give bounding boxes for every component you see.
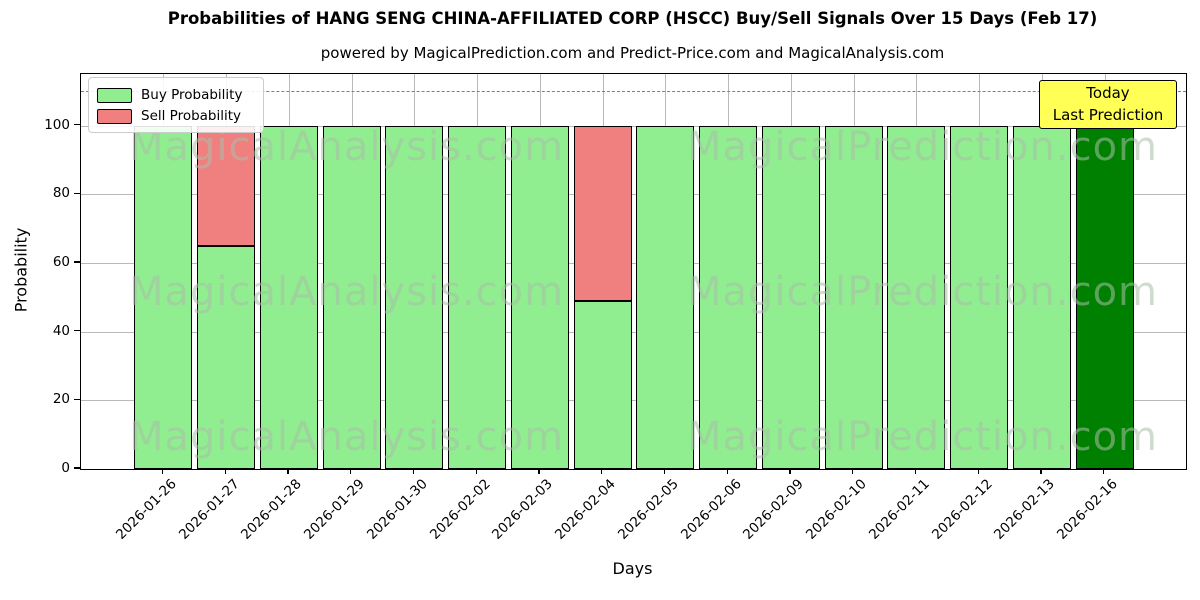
chart-title: Probabilities of HANG SENG CHINA-AFFILIA…	[167, 9, 1098, 28]
bar-segment-buy	[1075, 125, 1134, 469]
bar-segment-buy	[448, 125, 507, 469]
gridline-h	[81, 400, 1186, 402]
y-tick	[74, 330, 80, 332]
x-tick	[287, 468, 289, 474]
x-tick	[412, 468, 415, 474]
x-tick	[852, 468, 854, 474]
plot-area: Buy Probability Sell Probability Today L…	[80, 73, 1187, 470]
watermark-text: MagicalPrediction.com	[687, 269, 1158, 315]
x-tick	[1103, 468, 1105, 474]
x-tick-label: 2026-01-26	[112, 476, 180, 543]
bar-segment-buy	[1012, 125, 1071, 469]
x-tick	[475, 468, 477, 474]
x-tick-label: 2026-01-29	[301, 476, 368, 543]
bar-segment-sell	[573, 125, 632, 301]
y-tick-label: 80	[52, 185, 70, 202]
x-tick-label: 2026-01-28	[238, 476, 306, 543]
today-annotation: Today Last Prediction	[1039, 80, 1177, 129]
y-tick	[74, 192, 80, 194]
legend-label-sell: Sell Probability	[141, 108, 242, 124]
x-tick-label: 2026-02-11	[865, 476, 933, 543]
x-tick-label: 2026-02-12	[928, 476, 996, 543]
bar-segment-buy	[385, 125, 444, 469]
x-tick-label: 2026-02-05	[614, 476, 682, 543]
x-tick	[977, 468, 979, 474]
bar-segment-buy	[699, 125, 758, 469]
y-tick-label: 60	[52, 253, 70, 270]
legend: Buy Probability Sell Probability	[88, 77, 264, 133]
x-axis-title: Days	[612, 559, 653, 578]
legend-label-buy: Buy Probability	[141, 87, 243, 103]
bar-segment-buy	[322, 125, 381, 469]
y-tick-label: 40	[52, 322, 70, 339]
legend-item-buy: Buy Probability	[97, 87, 255, 103]
bar-segment-buy	[824, 125, 883, 469]
x-tick-label: 2026-02-04	[552, 476, 619, 543]
x-tick-label: 2026-02-16	[1054, 476, 1121, 543]
x-tick-label: 2026-02-06	[677, 476, 745, 543]
y-tick	[74, 398, 80, 400]
dashed-threshold-line	[81, 91, 1186, 93]
x-tick	[350, 468, 352, 474]
bar-segment-buy	[887, 125, 946, 469]
watermark-text: MagicalAnalysis.com	[129, 414, 565, 460]
x-tick	[1040, 468, 1042, 474]
today-annotation-line1: Today	[1086, 84, 1130, 102]
x-tick-label: 2026-02-09	[740, 476, 808, 543]
watermark-text: MagicalAnalysis.com	[129, 269, 565, 315]
bar-segment-buy	[259, 125, 318, 469]
y-tick-label: 20	[52, 391, 70, 408]
today-annotation-line2: Last Prediction	[1052, 106, 1164, 124]
x-tick-label: 2026-01-27	[175, 476, 243, 543]
gridline-h	[81, 125, 1186, 127]
x-tick-label: 2026-02-10	[803, 476, 870, 543]
gridline-h	[81, 194, 1186, 196]
bar-segment-buy	[636, 125, 695, 469]
y-tick-label: 100	[44, 116, 70, 133]
y-tick	[74, 261, 80, 263]
x-tick	[663, 468, 666, 474]
x-tick	[914, 468, 917, 474]
x-tick	[538, 468, 540, 474]
chart-subtitle: powered by MagicalPrediction.com and Pre…	[320, 44, 945, 62]
bar-segment-buy	[950, 125, 1009, 469]
bar-segment-buy	[197, 245, 256, 469]
x-tick-label: 2026-02-03	[489, 476, 557, 543]
legend-item-sell: Sell Probability	[97, 108, 255, 124]
legend-swatch-sell-icon	[97, 108, 132, 124]
x-tick	[601, 468, 603, 474]
gridline-h	[81, 262, 1186, 264]
watermark-text: MagicalPrediction.com	[687, 414, 1158, 460]
bar-segment-sell	[197, 125, 256, 246]
bar-segment-buy	[573, 300, 632, 469]
x-tick-label: 2026-02-02	[426, 476, 494, 543]
x-tick-label: 2026-01-30	[363, 476, 431, 543]
bar-segment-buy	[134, 125, 193, 469]
x-tick	[161, 468, 164, 474]
y-tick	[74, 123, 80, 126]
y-tick-label: 0	[61, 460, 70, 476]
bar-segment-buy	[510, 125, 569, 469]
y-tick	[74, 467, 80, 469]
x-tick-label: 2026-02-13	[991, 476, 1059, 543]
bar-segment-buy	[761, 125, 820, 469]
legend-swatch-buy-icon	[97, 87, 132, 103]
x-tick	[789, 468, 791, 474]
watermark-text: MagicalPrediction.com	[687, 124, 1158, 170]
gridline-h	[81, 331, 1186, 333]
x-tick	[726, 468, 728, 474]
x-tick	[224, 468, 226, 474]
